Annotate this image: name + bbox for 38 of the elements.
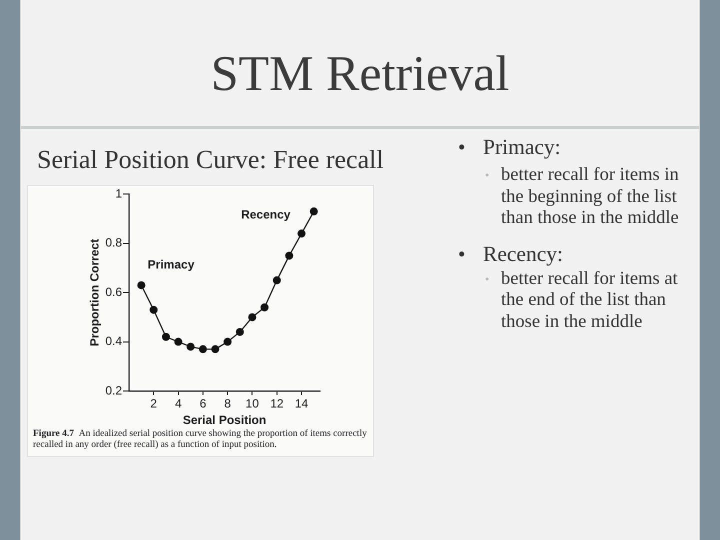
annotation: Recency [241, 207, 291, 222]
caption: Figure 4.7 An idealized serial position curve showing the proportion of items correctly recalled in any order (free recall) as a function of input position. [33, 429, 367, 450]
y-axis-title: Proportion Correct [88, 238, 102, 346]
y-tick-label: 0.8 [105, 236, 122, 250]
point [248, 313, 256, 322]
x-tick-label: 8 [224, 396, 232, 411]
point [310, 207, 318, 216]
point [211, 345, 220, 354]
point [186, 342, 195, 351]
point [174, 338, 182, 346]
x-tick-label: 12 [270, 396, 284, 411]
point [236, 328, 244, 336]
point [260, 303, 269, 312]
chart-title: STM Retrieval [210, 45, 510, 101]
point [272, 276, 281, 284]
x-tick-label: 14 [294, 396, 309, 411]
annotation: Primacy [148, 257, 195, 272]
x-tick-label: 6 [200, 396, 207, 411]
text: • Primacy: [458, 135, 562, 159]
point [285, 252, 294, 260]
chart-subtitle: Serial Position Curve: Free recall [37, 145, 384, 174]
point [150, 306, 158, 314]
y-tick-label: 0.2 [105, 383, 122, 398]
point [224, 338, 232, 346]
x-tick-label: 2 [150, 396, 158, 411]
point [198, 345, 207, 354]
text: • Recency: [458, 242, 564, 266]
point [137, 281, 146, 290]
text: • better recall for items in the beginning of the list than those in the middle [485, 165, 680, 230]
x-tick-label: 10 [246, 396, 260, 411]
point [162, 332, 170, 341]
y-tick-label: 0.4 [105, 334, 122, 348]
x-tick-label: 4 [174, 396, 182, 411]
point [298, 230, 306, 238]
y-tick-label: 0.6 [105, 284, 122, 299]
y-tick-label: 1 [115, 186, 122, 201]
x-axis-title: Serial Position [182, 413, 266, 428]
text: • better recall for items at the end of the list than those in the middle [485, 268, 679, 333]
